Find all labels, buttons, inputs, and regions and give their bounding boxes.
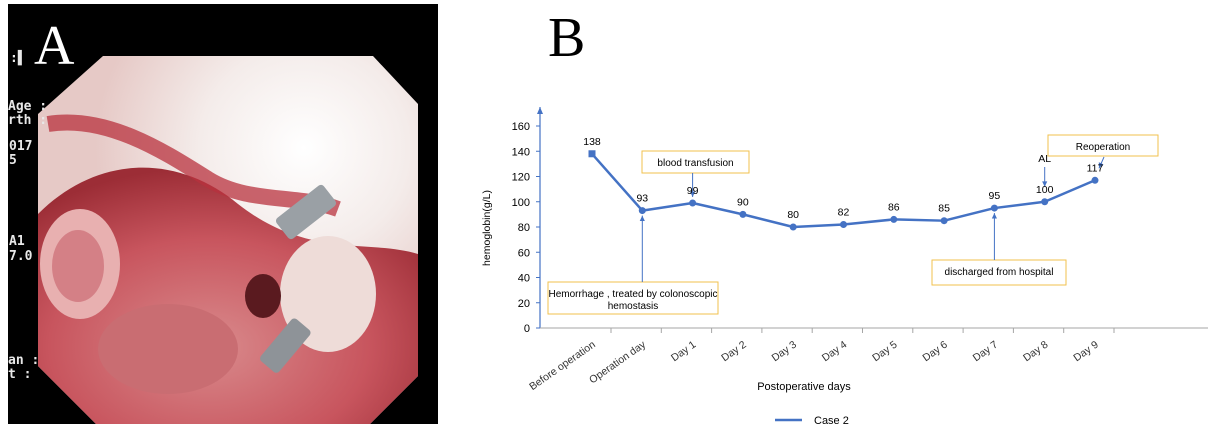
annotation-hemorrhage-text: hemostasis [608, 301, 659, 312]
y-tick-label: 0 [524, 323, 530, 335]
data-point [1091, 176, 1099, 184]
data-label: 86 [888, 201, 900, 213]
x-tick-label: Day 5 [870, 339, 899, 365]
annotation-blood-transfusion-text: blood transfusion [657, 158, 733, 169]
hemoglobin-line-chart: 0 20 40 60 80 100 120 140 160 Before operationOpe… [481, 107, 1208, 427]
x-tick-label: Operation day [587, 338, 649, 386]
data-label: 117 [1087, 162, 1104, 174]
chart-annotations: blood transfusion Hemorrhage , treated by… [547, 134, 1159, 315]
y-tick-label: 80 [518, 222, 530, 234]
data-point [689, 199, 697, 207]
x-tick-label: Day 4 [820, 339, 849, 365]
osd-text: t : [8, 367, 32, 382]
osd-text: 017 [9, 139, 33, 154]
y-tick-label: 120 [512, 172, 530, 184]
chart-labels: 138 93 99 90 80 82 86 85 95 100 117 Case 2 [583, 136, 1103, 427]
data-label: 100 [1036, 184, 1054, 196]
data-point [840, 220, 847, 228]
osd-text: A1 [9, 234, 25, 249]
x-tick-label: Day 8 [1021, 339, 1050, 365]
x-tick-label: Day 7 [971, 339, 1000, 365]
y-tick-label: 160 [512, 121, 530, 133]
panel-label-b: B [548, 7, 586, 69]
annotation-hemorrhage [547, 281, 719, 315]
x-tick-label: Day 3 [770, 339, 799, 365]
osd-text: Age : [8, 99, 48, 114]
data-label: 93 [636, 193, 648, 205]
data-label: 90 [737, 196, 749, 208]
x-tick-label: Day 9 [1071, 339, 1100, 365]
data-point [739, 210, 747, 218]
annotation-discharged-text: discharged from hospital [945, 267, 1054, 278]
annotation-arrowhead [1042, 181, 1048, 187]
y-tick-label: 100 [512, 197, 530, 209]
annotation-hemorrhage-text: Hemorrhage , treated by colonoscopic [549, 289, 718, 300]
x-tick-label: Day 1 [669, 339, 698, 365]
data-point [890, 215, 898, 223]
legend-label-case-2: Case 2 [814, 415, 849, 427]
annotation-al: AL [1038, 153, 1051, 165]
y-axis-title: hemoglobin(g/L) [481, 190, 493, 266]
annotation-arrowhead [639, 215, 645, 222]
x-axis-title: Postoperative days [757, 381, 851, 393]
data-label: 80 [787, 209, 799, 221]
osd-text: an : [8, 353, 40, 368]
annotation-blood-transfusion [641, 150, 750, 174]
y-tick-label: 40 [518, 273, 530, 285]
y-tick-label: 140 [512, 146, 530, 158]
annotation-arrowhead [1098, 162, 1104, 169]
annotation-arrowhead [690, 191, 696, 198]
x-tick-label: Day 2 [719, 339, 748, 365]
data-point [1041, 198, 1049, 206]
data-point [789, 223, 797, 231]
endoscopic-photo [38, 56, 418, 424]
annotation-reoperation-text: Reoperation [1076, 142, 1130, 153]
x-tick-label: Day 6 [920, 339, 949, 365]
chart-series [588, 150, 1099, 231]
osd-text: 5 [9, 153, 17, 168]
osd-text: 7.0 [9, 249, 33, 264]
data-label: 95 [989, 190, 1001, 202]
data-label: 85 [938, 203, 950, 215]
annotation-discharged [931, 259, 1067, 286]
data-point [638, 207, 646, 215]
osd-text: :▌ [10, 51, 26, 66]
data-point [990, 204, 998, 212]
osd-text: rth : [8, 113, 48, 128]
data-label: 138 [583, 136, 601, 148]
annotation-reoperation [1047, 134, 1159, 157]
data-label: 82 [838, 206, 850, 218]
panel-label-a: A [34, 15, 75, 77]
data-label: 99 [687, 185, 699, 197]
data-point [588, 150, 596, 158]
y-tick-label: 20 [518, 298, 530, 310]
x-tick-label: Before operation [527, 339, 598, 393]
annotation-arrowhead [991, 213, 997, 219]
y-tick-label: 60 [518, 247, 530, 259]
y-axis-arrow [537, 107, 543, 114]
data-point [940, 217, 948, 225]
endoscopy-image-panel: A :▌ Age : rth : 017 5 A1 7.0 an : t : [8, 4, 438, 424]
